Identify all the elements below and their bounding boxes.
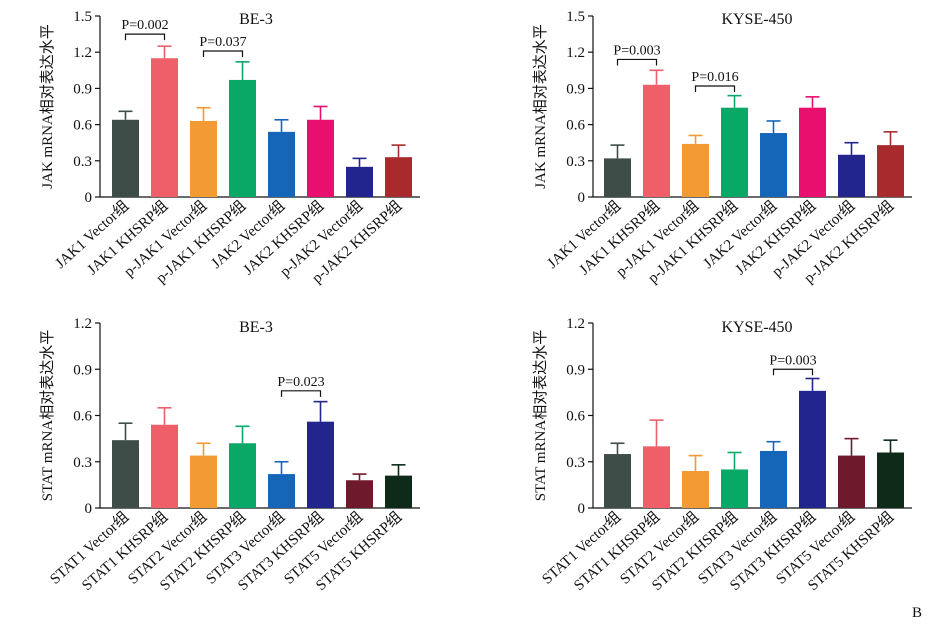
significance-bracket-2	[202, 50, 244, 57]
bar-8	[385, 475, 412, 508]
bar-6	[307, 421, 334, 508]
y-tick-label: 1.5	[73, 9, 92, 25]
y-tick-label: 1.2	[566, 45, 585, 61]
p-value-label-1: P=0.003	[613, 43, 660, 58]
y-tick-label: 1.2	[73, 316, 92, 332]
bar-8	[385, 157, 412, 197]
bar-6	[307, 119, 334, 197]
y-axis-label: STAT mRNA相对表达水平	[39, 330, 56, 501]
significance-bracket-1	[772, 368, 814, 376]
bar-7	[838, 154, 865, 197]
y-axis-label: STAT mRNA相对表达水平	[532, 330, 549, 501]
y-tick-label: 0.3	[566, 154, 585, 170]
panel-label: B	[911, 605, 922, 621]
p-value-label-1: P=0.002	[121, 18, 168, 33]
y-tick-label: 0	[85, 190, 93, 206]
bar-4	[229, 79, 256, 197]
bar-4	[721, 469, 748, 508]
y-tick-label: 0.9	[73, 81, 92, 97]
significance-bracket-1	[616, 58, 658, 66]
significance-bracket-1	[280, 390, 322, 397]
bar-6	[799, 107, 826, 197]
y-tick-label: 0.6	[566, 409, 585, 425]
chart-title: BE-3	[239, 319, 273, 336]
y-tick-label: 0.3	[73, 455, 92, 471]
bar-5	[268, 474, 295, 508]
chart-title: BE-3	[239, 11, 273, 28]
bar-5	[268, 131, 295, 197]
bar-3	[190, 455, 217, 508]
p-value-label-1: P=0.003	[769, 353, 816, 368]
chart-title: KYSE-450	[721, 319, 792, 336]
significance-bracket-1	[124, 33, 166, 41]
bar-8	[877, 145, 904, 197]
bar-3	[190, 120, 217, 197]
y-tick-label: 0.6	[73, 409, 92, 425]
y-tick-label: 0	[85, 501, 93, 517]
y-tick-label: 0.3	[73, 154, 92, 170]
y-tick-label: 0.9	[73, 362, 92, 378]
y-tick-label: 0.6	[73, 118, 92, 134]
bar-5	[760, 133, 787, 197]
bar-3	[682, 143, 709, 197]
p-value-label-2: P=0.037	[199, 35, 246, 50]
y-tick-label: 1.2	[566, 316, 585, 332]
y-tick-label: 1.2	[73, 45, 92, 61]
bar-1	[112, 440, 139, 508]
bar-4	[229, 443, 256, 508]
y-axis-label: JAK mRNA相对表达水平	[39, 24, 56, 189]
p-value-label-2: P=0.016	[691, 70, 738, 85]
p-value-label-1: P=0.023	[277, 375, 324, 390]
bar-1	[604, 158, 631, 197]
y-tick-label: 0	[578, 501, 586, 517]
chart-title: KYSE-450	[721, 11, 792, 28]
y-tick-label: 0.9	[566, 81, 585, 97]
y-tick-label: 0	[578, 190, 586, 206]
bar-6	[799, 390, 826, 508]
bar-1	[604, 454, 631, 508]
bar-4	[721, 107, 748, 197]
y-tick-label: 0.3	[566, 455, 585, 471]
bar-2	[643, 446, 670, 508]
bar-7	[346, 166, 373, 197]
y-tick-label: 0.6	[566, 118, 585, 134]
bar-8	[877, 452, 904, 508]
bar-2	[643, 84, 670, 197]
bar-7	[838, 455, 865, 508]
y-tick-label: 0.9	[566, 362, 585, 378]
bar-2	[151, 58, 178, 197]
significance-bracket-2	[694, 85, 736, 92]
bar-7	[346, 480, 373, 508]
bar-1	[112, 119, 139, 197]
bar-3	[682, 471, 709, 508]
bar-2	[151, 424, 178, 508]
bar-5	[760, 450, 787, 508]
y-tick-label: 1.5	[566, 9, 585, 25]
y-axis-label: JAK mRNA相对表达水平	[532, 24, 549, 189]
